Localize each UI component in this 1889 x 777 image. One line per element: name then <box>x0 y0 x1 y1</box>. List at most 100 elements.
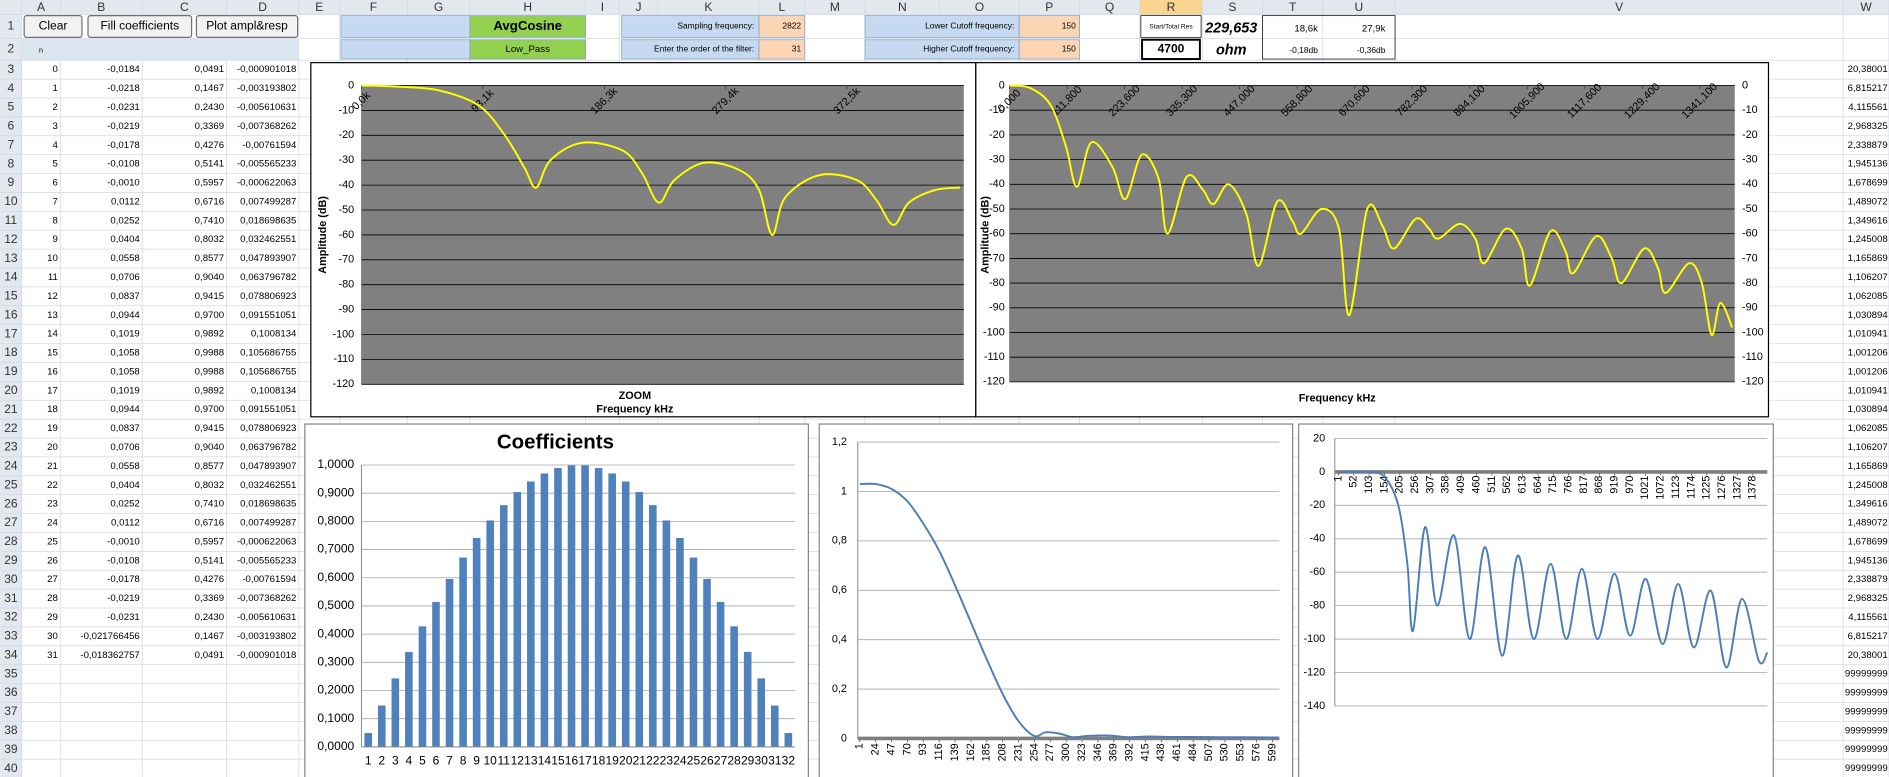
button-label[interactable]: Fill coefficients <box>100 19 179 33</box>
column-header: M <box>830 0 840 14</box>
table-cell: 0,9040 <box>195 272 224 283</box>
y-tick-label: 1 <box>841 485 847 497</box>
table-cell: 0,7410 <box>195 215 224 226</box>
x-tick-label: 16 <box>565 754 579 768</box>
y-tick-label: 1,2 <box>832 436 847 448</box>
res-input-cell[interactable] <box>1141 38 1201 60</box>
input-cell[interactable] <box>758 15 806 38</box>
row-header: 1 <box>8 19 15 33</box>
table-cell: 0,063796782 <box>240 272 296 283</box>
column-header: K <box>704 0 712 14</box>
y-tick-label: -10 <box>339 104 355 116</box>
table-cell: 0,1019 <box>110 329 139 340</box>
row-header-bar <box>0 0 22 777</box>
table-cell: 1,010941 <box>1848 329 1888 340</box>
table-cell: 0,047893907 <box>240 461 296 472</box>
row-header: 23 <box>4 440 18 454</box>
y-tick-label: -40 <box>339 179 355 191</box>
table-cell: -0,0108 <box>107 159 140 170</box>
table-cell: 14 <box>47 329 58 340</box>
column-header: W <box>1860 0 1872 14</box>
table-cell: 1,001206 <box>1848 366 1888 377</box>
y-tick-label: -30 <box>339 154 355 166</box>
x-tick-label: 7 <box>446 754 453 768</box>
button[interactable] <box>23 15 83 38</box>
chart-area <box>818 423 1294 777</box>
table-cell: 0,3369 <box>195 121 224 132</box>
y-tick-label: -70 <box>1742 252 1758 264</box>
x-tick-label: 231 <box>1012 743 1024 761</box>
button-label[interactable]: Clear <box>39 19 68 33</box>
cell-text: Sampling frequency: <box>677 21 754 31</box>
input-cell[interactable] <box>1018 15 1080 38</box>
x-tick-label: 15 <box>551 754 565 768</box>
table-cell: 0,9700 <box>195 310 224 321</box>
y-tick-label: -60 <box>989 228 1005 240</box>
table-cell: 0,032462551 <box>240 234 296 245</box>
column-header: H <box>523 0 532 14</box>
charts: 0-10-20-30-40-50-60-70-80-90-100-110-120… <box>304 62 1774 777</box>
row-header: 7 <box>8 137 15 151</box>
table-cell: -0,005610631 <box>237 102 296 113</box>
table-cell: 0,018698635 <box>240 215 296 226</box>
x-tick-label: 162 <box>965 743 977 761</box>
x-tick-label: 715 <box>1547 476 1559 494</box>
button[interactable] <box>195 15 299 38</box>
row-header: 17 <box>4 326 18 340</box>
table-cell: 20 <box>47 442 58 453</box>
header-row-fill <box>21 38 299 61</box>
table-cell: -0,005565233 <box>237 159 296 170</box>
y-tick-label: 0,8 <box>832 535 847 547</box>
res-cell <box>1140 15 1202 38</box>
input-cell[interactable] <box>1018 39 1080 60</box>
table-cell: 0,9988 <box>195 348 224 359</box>
cell-text: Low_Pass <box>505 44 550 55</box>
y-tick-label: -20 <box>989 129 1005 141</box>
x-tick-label: 1276 <box>1716 476 1728 500</box>
table-cell: 10 <box>47 253 58 264</box>
column-header: L <box>779 0 786 14</box>
table-cell: 6 <box>53 178 58 189</box>
x-tick-label: 32 <box>782 754 796 768</box>
table-cell: 0,1008134 <box>251 385 297 396</box>
table-cell: -0,0108 <box>107 555 140 566</box>
x-tick-label: 484 <box>1187 743 1199 761</box>
table-cell: 0,0706 <box>110 442 139 453</box>
cell-text: 27,9k <box>1362 23 1386 34</box>
table-cell: 27 <box>47 574 58 585</box>
table-cell: 99999999 <box>1845 725 1888 736</box>
table-cell: 0,8577 <box>195 461 224 472</box>
y-tick-label: 0 <box>1319 466 1325 478</box>
y-tick-label: -90 <box>1742 302 1758 314</box>
x-tick-label: 369 <box>1108 743 1120 761</box>
table-cell: 0,091551051 <box>240 404 296 415</box>
table-cell: 20,38001 <box>1848 64 1888 75</box>
x-tick-label: 12 <box>511 754 525 768</box>
table-cell: 31 <box>47 650 58 661</box>
y-tick-label: -100 <box>1742 326 1764 338</box>
row-header: 26 <box>4 496 18 510</box>
button-label[interactable]: Plot ampl&resp <box>206 19 288 33</box>
table-cell: -0,0010 <box>107 536 140 547</box>
table-cell: 15 <box>47 348 58 359</box>
table-cell: 24 <box>47 518 58 529</box>
cell-text: 31 <box>792 44 802 54</box>
x-tick-label: 116 <box>933 743 945 760</box>
input-cell[interactable] <box>758 39 806 60</box>
table-cell: 1,678699 <box>1848 536 1888 547</box>
bar <box>594 468 603 747</box>
row-header: 36 <box>4 685 18 699</box>
cell-text: 4700 <box>1158 42 1185 56</box>
table-cell: 0,0112 <box>111 518 140 529</box>
button[interactable] <box>87 15 193 38</box>
result-box <box>1262 15 1396 60</box>
column-header: S <box>1228 0 1236 14</box>
table-cell: 0,8577 <box>195 253 224 264</box>
table-cell: 20,38001 <box>1848 650 1888 661</box>
x-tick-label: 8 <box>460 754 467 768</box>
table-cell: 0,6716 <box>195 518 224 529</box>
x-tick-label: 185 <box>981 743 993 761</box>
table-cell: -0,00761594 <box>242 140 297 151</box>
table-cell: -0,005565233 <box>237 555 296 566</box>
